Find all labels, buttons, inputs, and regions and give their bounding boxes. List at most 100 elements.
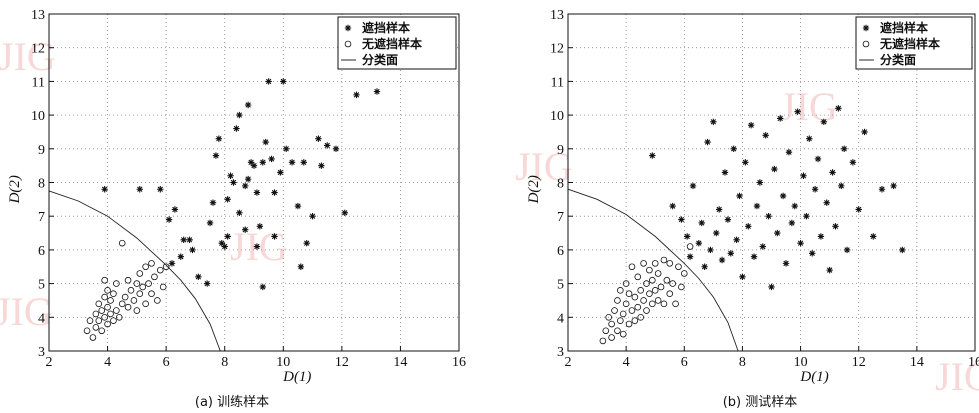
occluded-point (811, 186, 819, 193)
unoccluded-point (651, 287, 659, 294)
occluded-point (242, 226, 249, 233)
unoccluded-point (130, 297, 138, 304)
occluded-point (195, 273, 202, 281)
occluded-point (253, 243, 261, 250)
occluded-point (373, 88, 381, 95)
unoccluded-point (637, 313, 644, 321)
unoccluded-point (619, 330, 627, 338)
unoccluded-point (139, 283, 147, 291)
unoccluded-point (136, 270, 144, 277)
occluded-point (756, 179, 764, 186)
occluded-point (212, 152, 220, 159)
unoccluded-point (602, 327, 610, 335)
legend-entry-boundary: 分类面 (362, 52, 398, 67)
occluded-point (698, 219, 705, 227)
occluded-point (736, 192, 743, 200)
unoccluded-point (142, 263, 149, 271)
unoccluded-point (118, 300, 126, 308)
occluded-point (230, 179, 237, 186)
unoccluded-point (649, 300, 656, 308)
legend-circle-symbol (862, 40, 870, 48)
unoccluded-point (101, 313, 108, 321)
watermark: JIG (515, 144, 573, 189)
unoccluded-point (634, 303, 642, 311)
occluded-point (890, 182, 897, 190)
occluded-point (840, 145, 848, 152)
unoccluded-point (625, 320, 633, 328)
unoccluded-point (617, 287, 624, 294)
unoccluded-point (660, 300, 668, 308)
occluded-point (855, 206, 862, 213)
occluded-point (206, 219, 214, 227)
occluded-point (713, 229, 720, 237)
legend: 遮挡样本 无遮挡样本 分类面 (855, 16, 973, 70)
y-tick-label: 8 (38, 177, 45, 192)
unoccluded-point (145, 280, 152, 287)
occluded-point (236, 209, 243, 217)
y-tick-label: 6 (557, 244, 564, 259)
occluded-point (686, 253, 694, 260)
unoccluded-point (104, 320, 111, 328)
watermark: JIG (935, 354, 979, 399)
unoccluded-point (95, 300, 103, 308)
unoccluded-point (118, 239, 126, 247)
watermark: JIG (0, 289, 53, 334)
occluded-point (849, 159, 857, 166)
occluded-point (236, 111, 243, 119)
unoccluded-point (646, 290, 653, 298)
occluded-point (224, 233, 231, 240)
y-tick-label: 4 (557, 311, 564, 326)
unoccluded-point (86, 317, 94, 324)
unoccluded-point (617, 317, 624, 324)
unoccluded-point (151, 273, 158, 281)
occluded-point (203, 280, 211, 287)
occluded-point (168, 260, 176, 267)
unoccluded-point (95, 317, 103, 324)
unoccluded-point (643, 280, 650, 287)
occluded-point (215, 135, 223, 142)
y-tick-label: 13 (550, 8, 564, 23)
unoccluded-point (608, 320, 615, 328)
occluded-point (189, 246, 196, 254)
occluded-point (341, 209, 348, 217)
classification-boundary (48, 190, 221, 352)
unoccluded-point (628, 263, 636, 271)
occluded-point (823, 199, 830, 206)
unoccluded-point (162, 263, 170, 271)
watermarks: JIG JIG JIG JIG JIG JIG (0, 34, 979, 399)
unoccluded-point (669, 280, 676, 287)
data-points (83, 78, 381, 341)
unoccluded-point (614, 297, 621, 304)
occluded-point (309, 213, 316, 220)
y-tick-label: 9 (557, 143, 564, 158)
unoccluded-point (107, 297, 114, 304)
occluded-point (806, 135, 813, 142)
occluded-point (171, 206, 179, 213)
y-tick-label: 7 (557, 210, 564, 225)
occluded-point (774, 229, 781, 237)
unoccluded-point (110, 317, 117, 324)
x-tick-label: 14 (910, 355, 924, 370)
legend-entry-occluded: 遮挡样本 (362, 20, 410, 35)
occluded-point (745, 223, 752, 230)
unoccluded-point (104, 287, 111, 294)
occluded-point (259, 159, 266, 166)
occluded-point (277, 169, 284, 176)
panel-caption: (a) 训练样本 (195, 395, 269, 410)
unoccluded-point (651, 260, 659, 267)
x-axis-label: D(1) (799, 369, 828, 385)
occluded-point (899, 246, 906, 254)
occluded-point (747, 122, 755, 129)
y-tick-label: 13 (31, 8, 45, 23)
boundary-curve (567, 188, 739, 352)
panel-caption: (b) 测试样本 (723, 395, 798, 410)
legend-symbols (341, 24, 356, 61)
x-tick-label: 10 (794, 355, 808, 370)
unoccluded-point (121, 293, 129, 301)
occluded-point (318, 162, 325, 169)
unoccluded-point (678, 283, 685, 291)
unoccluded-point (156, 266, 164, 274)
watermark: JIG (780, 84, 838, 129)
occluded-point (678, 216, 685, 223)
occluded-point (649, 152, 656, 159)
